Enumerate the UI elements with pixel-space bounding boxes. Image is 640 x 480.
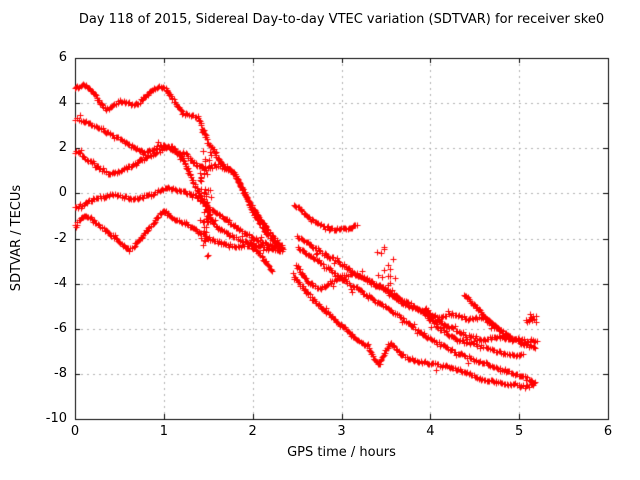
chart-title: Day 118 of 2015, Sidereal Day-to-day VTE… [78,12,605,27]
x-tick-label: 5 [515,424,524,439]
y-tick-label: 0 [58,185,67,201]
y-tick-label: 6 [58,50,67,65]
y-tick-label: -10 [45,411,67,426]
y-tick-label: -4 [54,275,67,291]
x-tick-label: 3 [337,424,346,439]
y-tick-label: -6 [54,320,67,336]
y-tick-label: 2 [58,140,67,156]
x-axis-label: GPS time / hours [287,445,396,460]
y-tick-label: -2 [54,230,67,246]
x-tick-label: 2 [248,424,257,439]
x-tick-label: 0 [70,424,80,439]
y-tick-label: -8 [54,365,67,381]
x-tick-label: 4 [426,424,435,439]
x-tick-label: 1 [159,424,168,439]
x-tick-label: 6 [603,424,613,439]
y-tick-label: 4 [58,95,67,111]
